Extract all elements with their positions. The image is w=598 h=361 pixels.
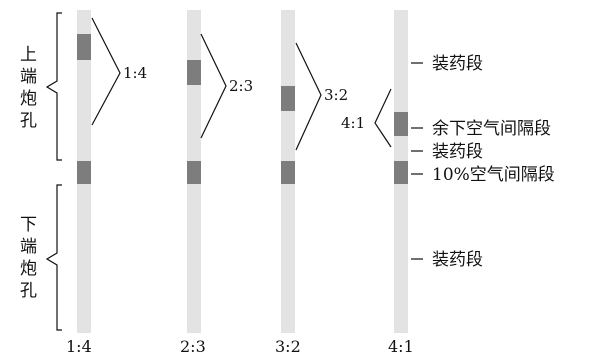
column-ratio-label: 1:4 [66, 337, 92, 356]
blasthole-column: 3:2 3:2 [275, 10, 348, 356]
lower-hole-label: 下 端 炮 孔 [20, 215, 37, 301]
air-10-segment [281, 161, 295, 184]
upper-hole-char: 上 [20, 45, 37, 65]
remaining-air-label: 余下空气间隔段 [432, 119, 551, 139]
lower-hole-char: 下 [20, 215, 37, 235]
ratio-label: 1:4 [123, 64, 147, 82]
ratio-bracket [200, 33, 227, 139]
charge-segment-label: 装药段 [432, 250, 483, 270]
lower-hole-char: 炮 [20, 259, 37, 279]
lower-hole-brace [45, 184, 62, 331]
ratio-label: 3:2 [324, 86, 348, 104]
upper-hole-char: 炮 [20, 89, 37, 109]
upper-hole-char: 端 [20, 67, 37, 87]
remaining-air-segment [187, 60, 201, 85]
air-10-label: 10%空气间隔段 [432, 165, 555, 185]
ratio-bracket [374, 88, 392, 148]
blasthole-column: 2:3 2:3 [180, 10, 253, 356]
upper-hole-char: 孔 [20, 111, 37, 131]
remaining-air-segment [394, 112, 408, 136]
blasthole-column: 4:1 4:1 [341, 10, 414, 356]
ratio-bracket [91, 17, 121, 126]
column-ratio-label: 3:2 [275, 337, 301, 356]
lower-hole-char: 孔 [20, 281, 37, 301]
lower-hole-char: 端 [20, 237, 37, 257]
ratio-bracket [295, 42, 322, 151]
remaining-air-segment [281, 86, 295, 111]
column-ratio-label: 2:3 [180, 337, 206, 356]
air-10-segment [394, 161, 408, 184]
charge-segment-label: 装药段 [432, 54, 483, 74]
ratio-label: 2:3 [229, 77, 253, 95]
blasthole-column: 1:4 1:4 [66, 10, 147, 356]
segment-labels: 装药段 余下空气间隔段 装药段 10%空气间隔段 装药段 [411, 54, 555, 270]
column-ratio-label: 4:1 [388, 337, 414, 356]
upper-hole-label: 上 端 炮 孔 [20, 45, 37, 131]
air-10-segment [77, 161, 91, 184]
upper-hole-brace [45, 12, 62, 161]
charge-segment-label: 装药段 [432, 142, 483, 162]
ratio-label: 4:1 [341, 114, 365, 132]
air-10-segment [187, 161, 201, 184]
remaining-air-segment [77, 34, 91, 60]
